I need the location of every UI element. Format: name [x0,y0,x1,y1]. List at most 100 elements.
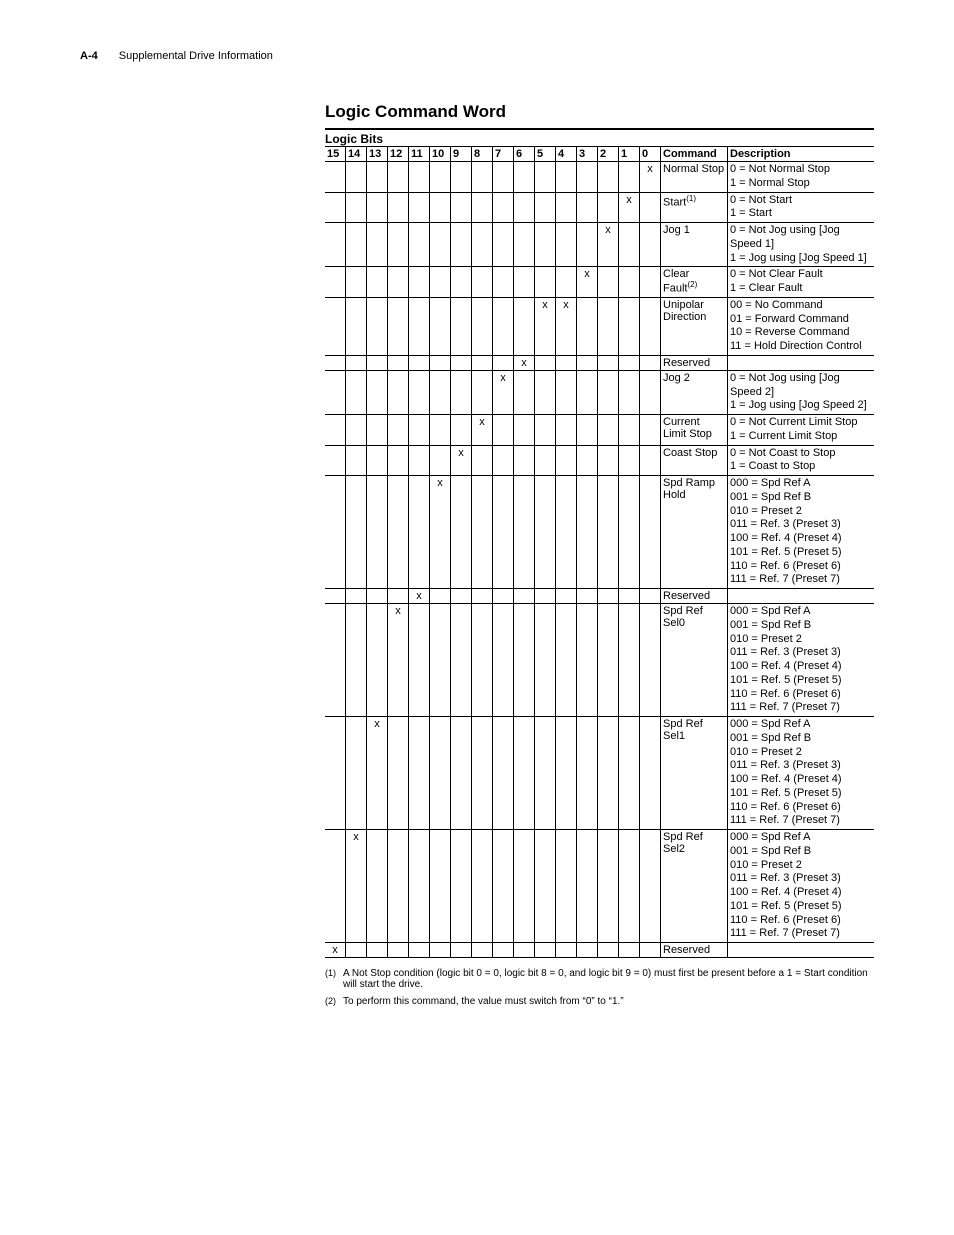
table-row: xCurrent Limit Stop0 = Not Current Limit… [325,415,874,446]
bit-cell: x [451,445,472,476]
table-row: xSpd Ref Sel2000 = Spd Ref A001 = Spd Re… [325,830,874,943]
logic-bits-label: Logic Bits [325,132,874,146]
command-cell: Reserved [661,943,728,958]
bit-cell [451,589,472,604]
bit-cell [598,297,619,355]
bit-cell [598,267,619,298]
bit-cell [325,162,346,193]
bit-cell [346,476,367,589]
description-header: Description [728,147,875,162]
bit-cell [430,267,451,298]
bit-header: 6 [514,147,535,162]
bit-cell [409,604,430,717]
command-header: Command [661,147,728,162]
bit-cell: x [472,415,493,446]
bit-cell [535,355,556,370]
bit-cell [346,604,367,717]
bit-cell [388,476,409,589]
bit-cell [598,604,619,717]
bit-cell [409,297,430,355]
table-row: xxUnipolar Direction00 = No Command01 = … [325,297,874,355]
bit-cell [388,717,409,830]
bit-cell: x [367,717,388,830]
bit-cell [325,445,346,476]
table-row: xStart(1)0 = Not Start1 = Start [325,192,874,223]
bit-cell [619,370,640,414]
bit-cell [619,604,640,717]
bit-cell [430,830,451,943]
bit-cell [409,415,430,446]
page-header: A-4 Supplemental Drive Information [80,50,874,62]
bit-cell [556,830,577,943]
bit-cell [640,717,661,830]
content-area: Logic Command Word Logic Bits 1514131211… [325,102,874,1007]
bit-cell [535,445,556,476]
bit-cell [556,162,577,193]
bit-cell [598,943,619,958]
bit-header: 11 [409,147,430,162]
bit-cell [430,162,451,193]
bit-cell [619,162,640,193]
bit-cell [388,370,409,414]
bit-cell [577,604,598,717]
bit-cell [409,192,430,223]
bit-cell [451,370,472,414]
footnote-text: A Not Stop condition (logic bit 0 = 0, l… [343,968,874,990]
bit-cell [598,192,619,223]
bit-cell [367,192,388,223]
bit-cell [514,162,535,193]
bit-cell [325,297,346,355]
bit-cell [535,604,556,717]
bit-cell [346,223,367,267]
bit-cell [472,162,493,193]
bit-cell [514,717,535,830]
bit-cell [577,476,598,589]
bit-cell [640,223,661,267]
description-cell: 000 = Spd Ref A001 = Spd Ref B010 = Pres… [728,717,875,830]
bit-cell [472,355,493,370]
bit-cell [451,415,472,446]
bit-cell [325,355,346,370]
bit-cell [556,445,577,476]
bit-cell [514,415,535,446]
bit-cell [535,476,556,589]
bit-cell [577,192,598,223]
bit-cell [514,370,535,414]
bit-cell [430,604,451,717]
bit-cell [493,589,514,604]
command-cell: Spd Ref Sel1 [661,717,728,830]
bit-cell [430,297,451,355]
bit-cell: x [535,297,556,355]
bit-cell [514,589,535,604]
bit-cell [472,297,493,355]
table-row: xJog 10 = Not Jog using [Jog Speed 1]1 =… [325,223,874,267]
bit-cell [367,162,388,193]
description-cell: 000 = Spd Ref A001 = Spd Ref B010 = Pres… [728,476,875,589]
bit-cell [556,370,577,414]
bit-cell [514,476,535,589]
bit-cell [619,445,640,476]
bit-cell [577,415,598,446]
bit-cell: x [493,370,514,414]
command-cell: Reserved [661,589,728,604]
bit-cell [367,604,388,717]
bit-cell [535,717,556,830]
bit-cell [577,370,598,414]
bit-cell [514,267,535,298]
footnote-text: To perform this command, the value must … [343,996,874,1007]
command-cell: Coast Stop [661,445,728,476]
table-row: xClear Fault(2)0 = Not Clear Fault1 = Cl… [325,267,874,298]
bit-header: 15 [325,147,346,162]
bit-cell [577,445,598,476]
bit-cell [451,830,472,943]
bit-cell [409,370,430,414]
command-cell: Jog 2 [661,370,728,414]
bit-cell: x [514,355,535,370]
bit-cell [619,223,640,267]
bit-cell [451,717,472,830]
bit-cell [577,223,598,267]
page-number: A-4 [80,50,98,62]
bit-cell [514,604,535,717]
bit-cell [640,476,661,589]
bit-cell [409,717,430,830]
